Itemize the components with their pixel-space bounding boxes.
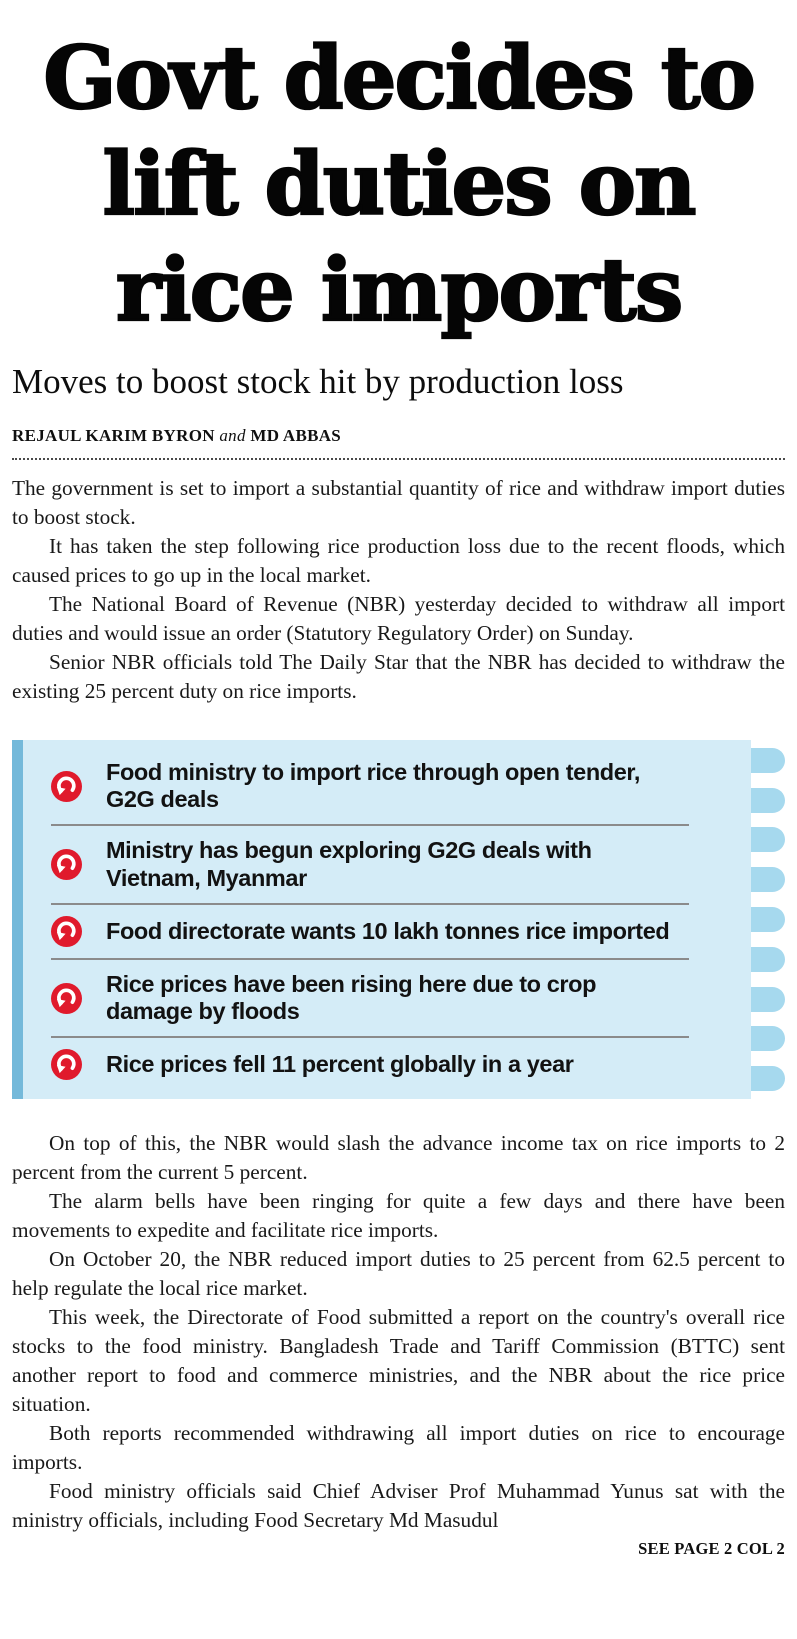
byline: REJAUL KARIM BYRON and MD ABBAS [12, 426, 785, 446]
newspaper-article: Govt decides to lift duties on rice impo… [12, 26, 785, 1559]
highlight-box-body: Food ministry to import rice through ope… [12, 739, 751, 1100]
paragraph: On October 20, the NBR reduced import du… [12, 1247, 785, 1301]
curved-arrow-icon [51, 849, 82, 881]
bullet-item: Food directorate wants 10 lakh tonnes ri… [51, 902, 689, 958]
paragraph: Both reports recommended withdrawing all… [12, 1421, 785, 1475]
headline-line-1: Govt decides to [42, 27, 757, 130]
bullet-item: Rice prices fell 11 percent globally in … [51, 1036, 689, 1091]
subheadline: Moves to boost stock hit by production l… [12, 362, 624, 402]
bullet-text: Rice prices fell 11 percent globally in … [106, 1051, 574, 1078]
headline-line-3: rice imports [115, 238, 685, 341]
bullet-text: Rice prices have been rising here due to… [106, 970, 597, 1025]
paragraph: Food ministry officials said Chief Advis… [12, 1479, 785, 1533]
bullet-item: Food ministry to import rice through ope… [51, 748, 689, 825]
bullet-item: Ministry has begun exploring G2G deals w… [51, 824, 689, 903]
byline-author-2: MD ABBAS [250, 425, 342, 445]
paragraph: The alarm bells have been ringing for qu… [12, 1189, 785, 1243]
headline: Govt decides to lift duties on rice impo… [12, 26, 785, 343]
byline-connector: and [219, 425, 246, 445]
headline-line-2: lift duties on [101, 133, 697, 236]
curved-arrow-icon [51, 770, 82, 802]
bullet-list: Food ministry to import rice through ope… [23, 748, 751, 1092]
article-body-top: The government is set to import a substa… [12, 474, 785, 706]
curved-arrow-icon [51, 915, 82, 947]
bullet-text: Ministry has begun exploring G2G deals w… [106, 837, 592, 891]
highlight-box: Food ministry to import rice through ope… [12, 739, 785, 1100]
article-body-bottom: On top of this, the NBR would slash the … [12, 1129, 785, 1535]
paragraph: It has taken the step following rice pro… [12, 533, 785, 587]
paragraph: Senior NBR officials told The Daily Star… [12, 649, 785, 703]
paragraph: The government is set to import a substa… [12, 475, 785, 529]
bullet-text: Food directorate wants 10 lakh tonnes ri… [106, 917, 670, 944]
dotted-rule [12, 457, 785, 460]
paragraph: This week, the Directorate of Food submi… [12, 1305, 785, 1417]
paragraph: On top of this, the NBR would slash the … [12, 1131, 785, 1185]
curved-arrow-icon [51, 1049, 82, 1081]
bullet-item: Rice prices have been rising here due to… [51, 957, 689, 1037]
curved-arrow-icon [51, 982, 82, 1014]
paragraph: The National Board of Revenue (NBR) yest… [12, 591, 785, 645]
bullet-text: Food ministry to import rice through ope… [106, 758, 640, 813]
byline-author-1: REJAUL KARIM BYRON [12, 425, 215, 445]
continuation-note: SEE PAGE 2 COL 2 [638, 1539, 785, 1559]
